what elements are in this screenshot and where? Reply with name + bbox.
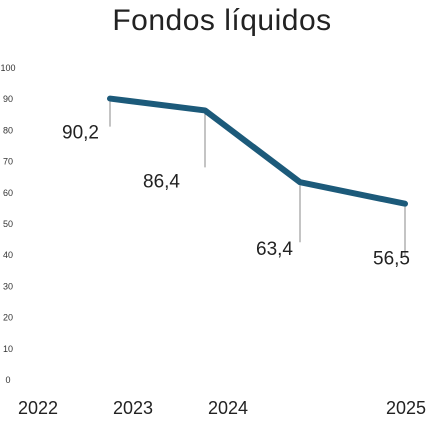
y-tick-label: 20 bbox=[3, 313, 13, 323]
y-tick-label: 100 bbox=[0, 63, 15, 73]
data-label: 90,2 bbox=[62, 123, 99, 144]
x-tick-label: 2023 bbox=[113, 398, 153, 418]
y-tick-label: 40 bbox=[3, 250, 13, 260]
y-tick-label: 60 bbox=[3, 188, 13, 198]
y-tick-label: 10 bbox=[3, 344, 13, 354]
y-tick-label: 80 bbox=[3, 125, 13, 135]
series-layer bbox=[107, 95, 408, 207]
x-tick-label: 2025 bbox=[386, 398, 426, 418]
y-tick-label: 90 bbox=[3, 94, 13, 104]
data-label: 63,4 bbox=[256, 239, 293, 260]
y-axis: 0 10 20 30 40 50 60 70 80 90 100 bbox=[0, 63, 15, 385]
x-axis: 2022 2023 2024 2025 bbox=[18, 398, 426, 418]
y-tick-label: 30 bbox=[3, 281, 13, 291]
x-tick-label: 2022 bbox=[18, 398, 58, 418]
chart-title: Fondos líquidos bbox=[112, 4, 332, 37]
x-tick-label: 2024 bbox=[208, 398, 248, 418]
data-label: 56,5 bbox=[373, 249, 410, 270]
y-tick-label: 70 bbox=[3, 157, 13, 167]
data-labels: 90,2 86,4 63,4 56,5 bbox=[62, 123, 410, 270]
y-tick-label: 0 bbox=[5, 375, 10, 385]
data-label: 86,4 bbox=[143, 171, 180, 192]
label-leader-lines bbox=[109, 101, 406, 256]
y-tick-label: 50 bbox=[3, 219, 13, 229]
series-line bbox=[107, 95, 408, 207]
